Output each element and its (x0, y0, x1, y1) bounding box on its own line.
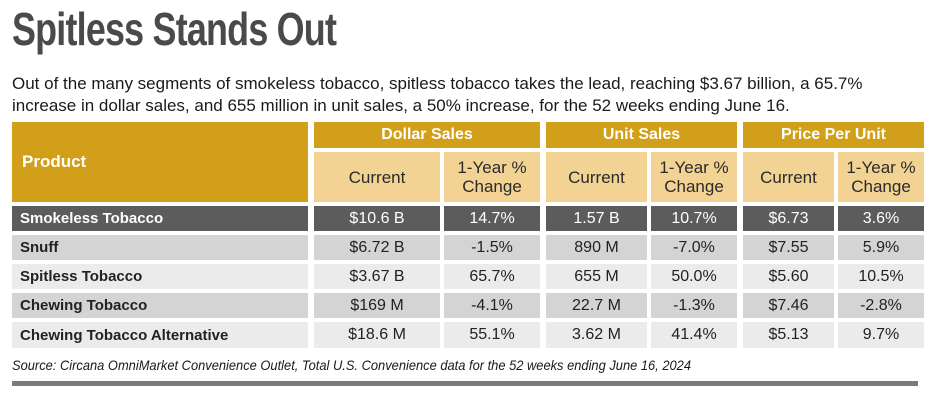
dollar-sales-header: Dollar Sales (314, 122, 540, 148)
row-3-price-change-cell: 10.5% (838, 264, 924, 289)
row-4-product-cell: Chewing Tobacco (12, 293, 308, 318)
row-1-price-current-cell: $6.73 (743, 206, 834, 231)
row-4-dollar-change-cell: -4.1% (444, 293, 540, 318)
unit-current-header: Current (546, 152, 647, 202)
subtitle: Out of the many segments of smokeless to… (12, 74, 863, 115)
row-1-dollar-current-cell: $10.6 B (314, 206, 440, 231)
row-3-product-cell: Spitless Tobacco (12, 264, 308, 289)
bottom-rule (12, 381, 918, 386)
price-current-header: Current (743, 152, 834, 202)
row-5-dollar-current-cell: $18.6 M (314, 322, 440, 348)
row-3-dollar-current-cell: $3.67 B (314, 264, 440, 289)
row-2-price-change-cell: 5.9% (838, 235, 924, 260)
row-5-unit-change-cell: 41.4% (651, 322, 737, 348)
price-per-unit-header: Price Per Unit (743, 122, 924, 148)
row-5-price-change-cell: 9.7% (838, 322, 924, 348)
row-2-unit-current-cell: 890 M (546, 235, 647, 260)
row-3-dollar-change-cell: 65.7% (444, 264, 540, 289)
row-4-price-current-cell: $7.46 (743, 293, 834, 318)
row-2-dollar-change-cell: -1.5% (444, 235, 540, 260)
page-title: Spitless Stands Out (12, 3, 337, 55)
row-1-unit-change-cell: 10.7% (651, 206, 737, 231)
data-table: Product Dollar Sales Unit Sales Price Pe… (12, 122, 924, 350)
row-2-dollar-current-cell: $6.72 B (314, 235, 440, 260)
row-5-unit-current-cell: 3.62 M (546, 322, 647, 348)
row-1-dollar-change-cell: 14.7% (444, 206, 540, 231)
row-5-price-current-cell: $5.13 (743, 322, 834, 348)
row-2-unit-change-cell: -7.0% (651, 235, 737, 260)
row-4-unit-change-cell: -1.3% (651, 293, 737, 318)
unit-change-header: 1-Year % Change (651, 152, 737, 202)
row-1-unit-current-cell: 1.57 B (546, 206, 647, 231)
row-5-product-cell: Chewing Tobacco Alternative (12, 322, 308, 348)
price-change-header: 1-Year % Change (838, 152, 924, 202)
row-4-unit-current-cell: 22.7 M (546, 293, 647, 318)
row-2-price-current-cell: $7.55 (743, 235, 834, 260)
row-5-dollar-change-cell: 55.1% (444, 322, 540, 348)
dollar-change-header: 1-Year % Change (444, 152, 540, 202)
row-3-unit-current-cell: 655 M (546, 264, 647, 289)
row-4-price-change-cell: -2.8% (838, 293, 924, 318)
product-header: Product (12, 122, 308, 202)
row-3-unit-change-cell: 50.0% (651, 264, 737, 289)
row-1-price-change-cell: 3.6% (838, 206, 924, 231)
row-1-product-cell: Smokeless Tobacco (12, 206, 308, 231)
row-4-dollar-current-cell: $169 M (314, 293, 440, 318)
row-2-product-cell: Snuff (12, 235, 308, 260)
row-3-price-current-cell: $5.60 (743, 264, 834, 289)
dollar-current-header: Current (314, 152, 440, 202)
unit-sales-header: Unit Sales (546, 122, 737, 148)
source-note: Source: Circana OmniMarket Convenience O… (12, 357, 691, 373)
